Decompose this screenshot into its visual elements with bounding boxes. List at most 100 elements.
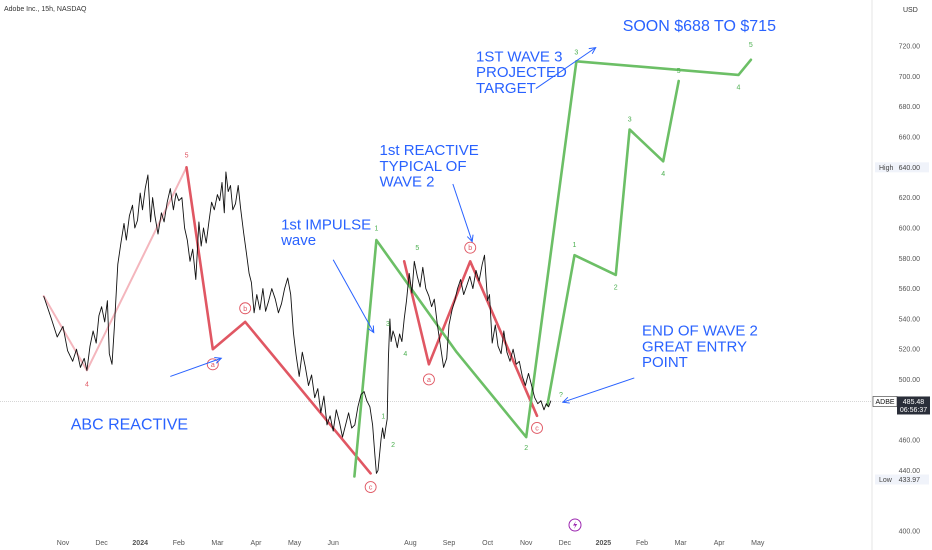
x-tick-label: Mar (675, 540, 688, 547)
currency-label: USD (903, 7, 918, 14)
annotation-line: 1st REACTIVE (380, 142, 479, 159)
annotation-line: WAVE 2 (380, 174, 435, 191)
y-tick-label: 600.00 (899, 225, 921, 232)
wave-label: 1 (381, 413, 385, 420)
current-price-value: 485.48 (903, 399, 925, 406)
wave-label-circle (531, 422, 543, 434)
wave-label: 5 (749, 42, 753, 49)
lightning-bolt-icon[interactable] (568, 518, 582, 532)
y-tick-label: 580.00 (899, 256, 921, 263)
x-tick-label: Mar (211, 540, 224, 547)
wave-label-circle (464, 241, 477, 254)
annotation-line: SOON $688 TO $715 (623, 18, 776, 35)
annotation-line: ABC REACTIVE (71, 416, 188, 433)
annotation-text: 1st IMPULSE wave (280, 216, 371, 249)
x-tick-label: May (751, 540, 765, 547)
x-tick-label: Jun (328, 540, 339, 547)
wave-label-circle (422, 373, 435, 386)
wave-label: 2 (524, 445, 528, 452)
wave-label: b (468, 245, 472, 252)
annotation-text: SOON $688 TO $715 (623, 18, 776, 35)
x-tick-label: Nov (520, 540, 533, 547)
annotation-text: 1ST WAVE 3 PROJECTED TARGET (476, 48, 567, 97)
lightning-bolt-glyph (573, 521, 578, 529)
wave-label: 3 (574, 50, 578, 57)
annotation-line: POINT (642, 354, 688, 371)
high-tag-label: High (879, 165, 894, 172)
arrow-head (367, 325, 375, 334)
annotation-arrow (170, 357, 222, 377)
countdown-value: 06:56:37 (900, 407, 927, 414)
y-tick-label: 500.00 (899, 377, 921, 384)
wave-label-circle (206, 358, 219, 371)
low-tag-price: 433.97 (899, 477, 921, 484)
wave-label: 1 (374, 225, 378, 232)
low-tag (875, 474, 929, 485)
wave-label: ? (559, 392, 563, 399)
wave-path-3 (402, 259, 539, 418)
wave-label: 2 (391, 442, 395, 449)
wave-path-4 (353, 58, 753, 478)
annotation-line: TYPICAL OF (380, 158, 467, 175)
y-tick-label: 520.00 (899, 347, 921, 354)
x-tick-label: Dec (95, 540, 108, 547)
high-tag-price: 640.00 (899, 165, 921, 172)
x-tick-label: May (288, 540, 302, 547)
y-tick-label: 440.00 (899, 468, 921, 475)
y-tick-label: 560.00 (899, 286, 921, 293)
annotation-line: GREAT ENTRY (642, 338, 747, 355)
current-price-tag (897, 396, 930, 415)
y-tick-label: 660.00 (899, 135, 921, 142)
symbol-title: Adobe Inc., 15h, NASDAQ (4, 6, 87, 13)
x-tick-label: 2024 (132, 540, 148, 547)
x-tick-label: Feb (173, 540, 185, 547)
y-tick-label: 720.00 (899, 44, 921, 51)
x-tick-label: Nov (57, 540, 70, 547)
y-tick-label: 400.00 (899, 529, 921, 536)
wave-label: 4 (85, 382, 89, 389)
wave-path-2 (185, 166, 372, 475)
x-tick-label: Sep (443, 540, 456, 547)
wave-label: 1 (572, 242, 576, 249)
wave-label-circle (364, 481, 377, 494)
wave-label: 3 (628, 116, 632, 123)
annotation-line: TARGET (476, 80, 536, 97)
annotation-text: 1st REACTIVE TYPICAL OF WAVE 2 (380, 142, 479, 191)
wave-labels: 5 4 a b c a b c 1 5 3 4 1 2 2 1 2 3 4 5 3 4 5? (85, 42, 753, 494)
y-tick-label: 700.00 (899, 74, 921, 81)
arrow-head (588, 46, 597, 54)
annotation-arrow (452, 183, 473, 242)
wave-label-circle (239, 302, 252, 315)
annotation-arrow (332, 259, 375, 333)
wave-label: 5 (415, 245, 419, 252)
y-tick-label: 680.00 (899, 104, 921, 111)
annotation-line: 1ST WAVE 3 (476, 48, 562, 65)
wave-label: c (369, 485, 373, 492)
y-tick-label: 460.00 (899, 438, 921, 445)
price-line (43, 171, 552, 474)
wave-label: b (243, 306, 247, 313)
arrow-head (214, 357, 223, 364)
wave-path-5 (546, 79, 681, 407)
wave-label: 4 (737, 85, 741, 92)
x-tick-label: 2025 (596, 540, 612, 547)
x-tick-label: Apr (251, 540, 263, 547)
low-tag-label: Low (879, 477, 893, 484)
wave-label: a (427, 377, 431, 384)
annotation-line: 1st IMPULSE (281, 216, 371, 233)
wave-label: c (535, 425, 539, 432)
wave-label: 5 (185, 153, 189, 160)
arrow-head (561, 396, 570, 404)
wave-label: 3 (386, 321, 390, 328)
x-tick-label: Apr (714, 540, 726, 547)
wave-label: a (211, 362, 215, 369)
y-tick-label: 620.00 (899, 195, 921, 202)
annotation-line: END OF WAVE 2 (642, 323, 758, 340)
annotation-line: wave (280, 232, 316, 249)
x-tick-label: Aug (404, 540, 417, 547)
ticker-tag-text: ADBE (875, 399, 894, 406)
price-series (43, 171, 552, 474)
